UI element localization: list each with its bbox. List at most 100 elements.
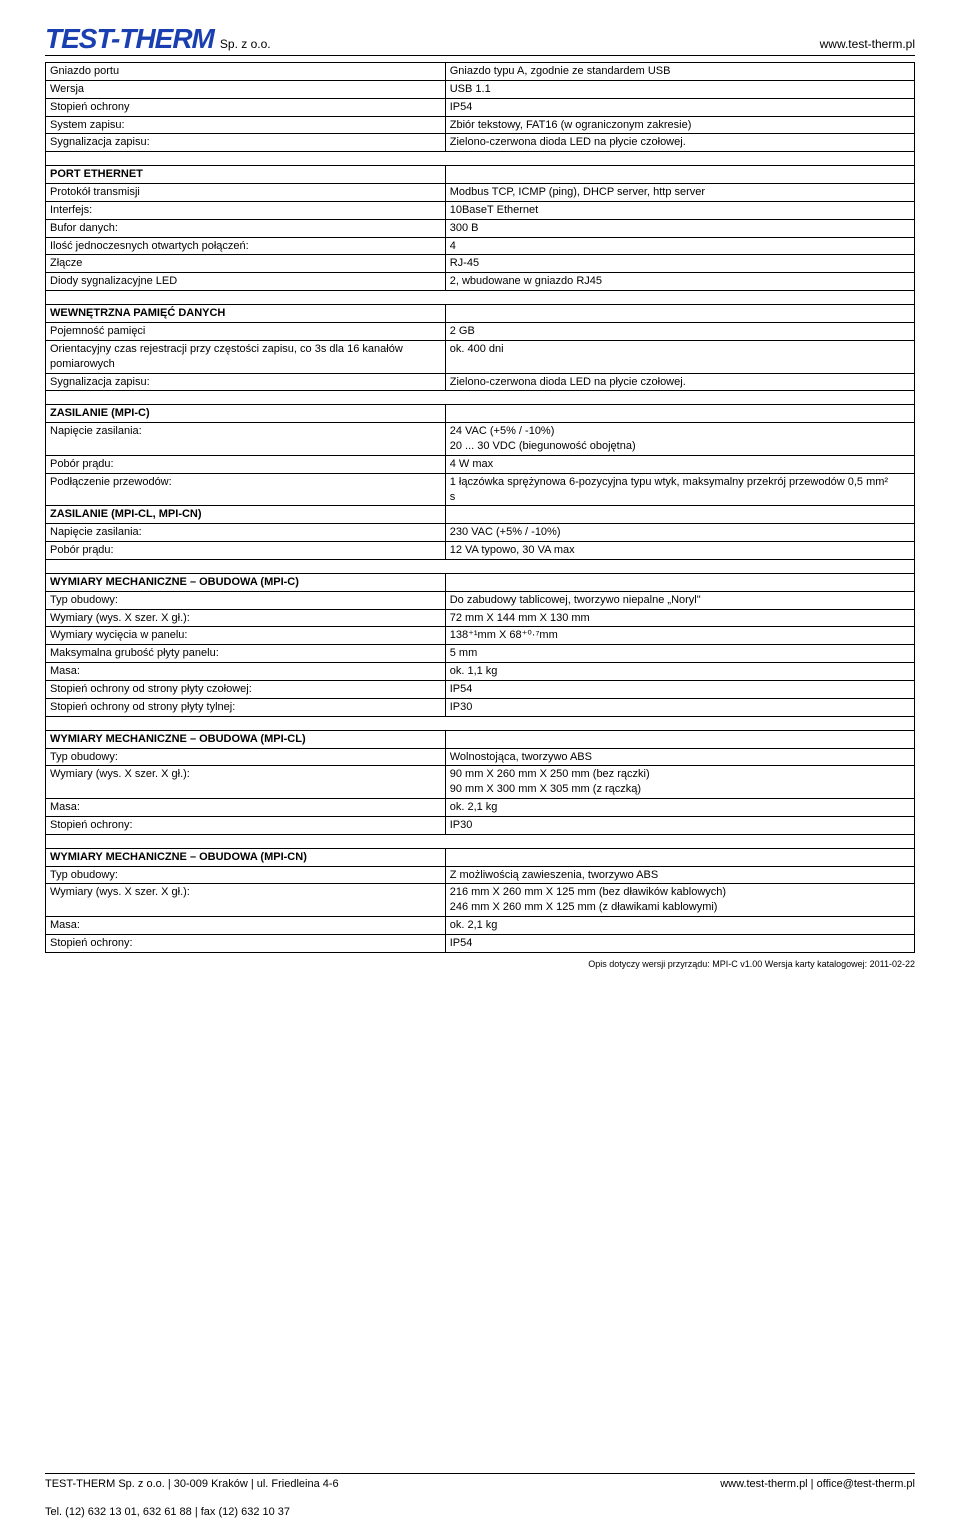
section-heading-value bbox=[445, 405, 914, 423]
section-heading-value bbox=[445, 573, 914, 591]
table-row: Typ obudowy:Wolnostojąca, tworzywo ABS bbox=[46, 748, 915, 766]
table-row: Protokół transmisjiModbus TCP, ICMP (pin… bbox=[46, 184, 915, 202]
table-row: System zapisu:Zbiór tekstowy, FAT16 (w o… bbox=[46, 116, 915, 134]
row-value: IP54 bbox=[445, 681, 914, 699]
row-value: Zbiór tekstowy, FAT16 (w ograniczonym za… bbox=[445, 116, 914, 134]
row-label: Sygnalizacja zapisu: bbox=[46, 373, 446, 391]
section-heading-row: ZASILANIE (MPI-C) bbox=[46, 405, 915, 423]
spacer-row bbox=[46, 559, 915, 573]
row-label: Pobór prądu: bbox=[46, 455, 446, 473]
table-row: Stopień ochrony:IP30 bbox=[46, 816, 915, 834]
row-value: IP30 bbox=[445, 816, 914, 834]
row-label: Masa: bbox=[46, 799, 446, 817]
row-label: Protokół transmisji bbox=[46, 184, 446, 202]
spacer-row bbox=[46, 391, 915, 405]
row-label: Wersja bbox=[46, 80, 446, 98]
row-value: 4 W max bbox=[445, 455, 914, 473]
row-label: Ilość jednoczesnych otwartych połączeń: bbox=[46, 237, 446, 255]
section-heading-label: PORT ETHERNET bbox=[46, 166, 446, 184]
table-row: Stopień ochronyIP54 bbox=[46, 98, 915, 116]
row-label: System zapisu: bbox=[46, 116, 446, 134]
row-value: 2 GB bbox=[445, 322, 914, 340]
section-heading-value bbox=[445, 848, 914, 866]
table-row: Napięcie zasilania:230 VAC (+5% / -10%) bbox=[46, 524, 915, 542]
spacer-cell bbox=[46, 559, 915, 573]
row-value: 5 mm bbox=[445, 645, 914, 663]
row-value: 10BaseT Ethernet bbox=[445, 201, 914, 219]
row-value: 4 bbox=[445, 237, 914, 255]
row-label: Stopień ochrony od strony płyty tylnej: bbox=[46, 698, 446, 716]
row-label: Stopień ochrony: bbox=[46, 934, 446, 952]
spacer-row bbox=[46, 291, 915, 305]
row-label: Orientacyjny czas rejestracji przy częst… bbox=[46, 340, 446, 373]
row-label: Diody sygnalizacyjne LED bbox=[46, 273, 446, 291]
footer-left: TEST-THERM Sp. z o.o. | 30-009 Kraków | … bbox=[45, 1478, 339, 1490]
table-row: Typ obudowy:Z możliwością zawieszenia, t… bbox=[46, 866, 915, 884]
table-row: Stopień ochrony od strony płyty czołowej… bbox=[46, 681, 915, 699]
row-value: Do zabudowy tablicowej, tworzywo niepaln… bbox=[445, 591, 914, 609]
section-heading-value bbox=[445, 730, 914, 748]
spacer-cell bbox=[46, 834, 915, 848]
row-label: Pojemność pamięci bbox=[46, 322, 446, 340]
row-value: 72 mm X 144 mm X 130 mm bbox=[445, 609, 914, 627]
table-row: Typ obudowy:Do zabudowy tablicowej, twor… bbox=[46, 591, 915, 609]
section-heading-label: ZASILANIE (MPI-CL, MPI-CN) bbox=[46, 506, 446, 524]
footer-divider bbox=[45, 1473, 915, 1474]
row-value: 1 łączówka sprężynowa 6-pozycyjna typu w… bbox=[445, 473, 914, 506]
table-row: Stopień ochrony:IP54 bbox=[46, 934, 915, 952]
row-label: Maksymalna grubość płyty panelu: bbox=[46, 645, 446, 663]
table-row: ZłączeRJ-45 bbox=[46, 255, 915, 273]
row-value: Zielono-czerwona dioda LED na płycie czo… bbox=[445, 134, 914, 152]
table-row: Masa:ok. 2,1 kg bbox=[46, 917, 915, 935]
row-label: Typ obudowy: bbox=[46, 748, 446, 766]
row-label: Wymiary (wys. X szer. X gł.): bbox=[46, 884, 446, 917]
section-heading-value bbox=[445, 305, 914, 323]
logo-block: TEST-THERM Sp. z o.o. bbox=[45, 25, 271, 53]
row-value: 230 VAC (+5% / -10%) bbox=[445, 524, 914, 542]
row-value: 216 mm X 260 mm X 125 mm (bez dławików k… bbox=[445, 884, 914, 917]
row-label: Sygnalizacja zapisu: bbox=[46, 134, 446, 152]
spec-table: Gniazdo portuGniazdo typu A, zgodnie ze … bbox=[45, 62, 915, 953]
row-label: Typ obudowy: bbox=[46, 866, 446, 884]
logo-suffix: Sp. z o.o. bbox=[220, 37, 271, 53]
spacer-cell bbox=[46, 152, 915, 166]
section-heading-label: WYMIARY MECHANICZNE – OBUDOWA (MPI-C) bbox=[46, 573, 446, 591]
section-heading-label: ZASILANIE (MPI-C) bbox=[46, 405, 446, 423]
spacer-row bbox=[46, 716, 915, 730]
row-value: 90 mm X 260 mm X 250 mm (bez rączki)90 m… bbox=[445, 766, 914, 799]
table-row: Napięcie zasilania:24 VAC (+5% / -10%)20… bbox=[46, 423, 915, 456]
table-row: Diody sygnalizacyjne LED2, wbudowane w g… bbox=[46, 273, 915, 291]
table-row: Masa:ok. 1,1 kg bbox=[46, 663, 915, 681]
row-label: Bufor danych: bbox=[46, 219, 446, 237]
table-row: Pobór prądu:4 W max bbox=[46, 455, 915, 473]
header-url: www.test-therm.pl bbox=[820, 37, 915, 53]
table-row: Orientacyjny czas rejestracji przy częst… bbox=[46, 340, 915, 373]
row-value: ok. 2,1 kg bbox=[445, 799, 914, 817]
row-label: Pobór prądu: bbox=[46, 542, 446, 560]
logo-text: TEST-THERM bbox=[45, 25, 214, 53]
spacer-cell bbox=[46, 716, 915, 730]
row-value: 12 VA typowo, 30 VA max bbox=[445, 542, 914, 560]
row-label: Masa: bbox=[46, 917, 446, 935]
table-row: Podłączenie przewodów:1 łączówka sprężyn… bbox=[46, 473, 915, 506]
table-row: Ilość jednoczesnych otwartych połączeń:4 bbox=[46, 237, 915, 255]
row-value: IP54 bbox=[445, 934, 914, 952]
page-header: TEST-THERM Sp. z o.o. www.test-therm.pl bbox=[45, 25, 915, 56]
row-label: Typ obudowy: bbox=[46, 591, 446, 609]
row-value: 24 VAC (+5% / -10%)20 ... 30 VDC (biegun… bbox=[445, 423, 914, 456]
spacer-row bbox=[46, 834, 915, 848]
row-value: 138⁺¹mm X 68⁺⁰·⁷mm bbox=[445, 627, 914, 645]
row-label: Złącze bbox=[46, 255, 446, 273]
table-row: Stopień ochrony od strony płyty tylnej:I… bbox=[46, 698, 915, 716]
section-heading-row: ZASILANIE (MPI-CL, MPI-CN) bbox=[46, 506, 915, 524]
table-row: Pobór prądu:12 VA typowo, 30 VA max bbox=[46, 542, 915, 560]
table-row: Bufor danych:300 B bbox=[46, 219, 915, 237]
footer-right: www.test-therm.pl | office@test-therm.pl bbox=[720, 1478, 915, 1490]
row-label: Napięcie zasilania: bbox=[46, 524, 446, 542]
row-label: Wymiary (wys. X szer. X gł.): bbox=[46, 609, 446, 627]
table-row: Wymiary (wys. X szer. X gł.):216 mm X 26… bbox=[46, 884, 915, 917]
table-row: Wymiary (wys. X szer. X gł.):72 mm X 144… bbox=[46, 609, 915, 627]
section-heading-row: WEWNĘTRZNA PAMIĘĆ DANYCH bbox=[46, 305, 915, 323]
row-label: Stopień ochrony bbox=[46, 98, 446, 116]
row-label: Wymiary wycięcia w panelu: bbox=[46, 627, 446, 645]
